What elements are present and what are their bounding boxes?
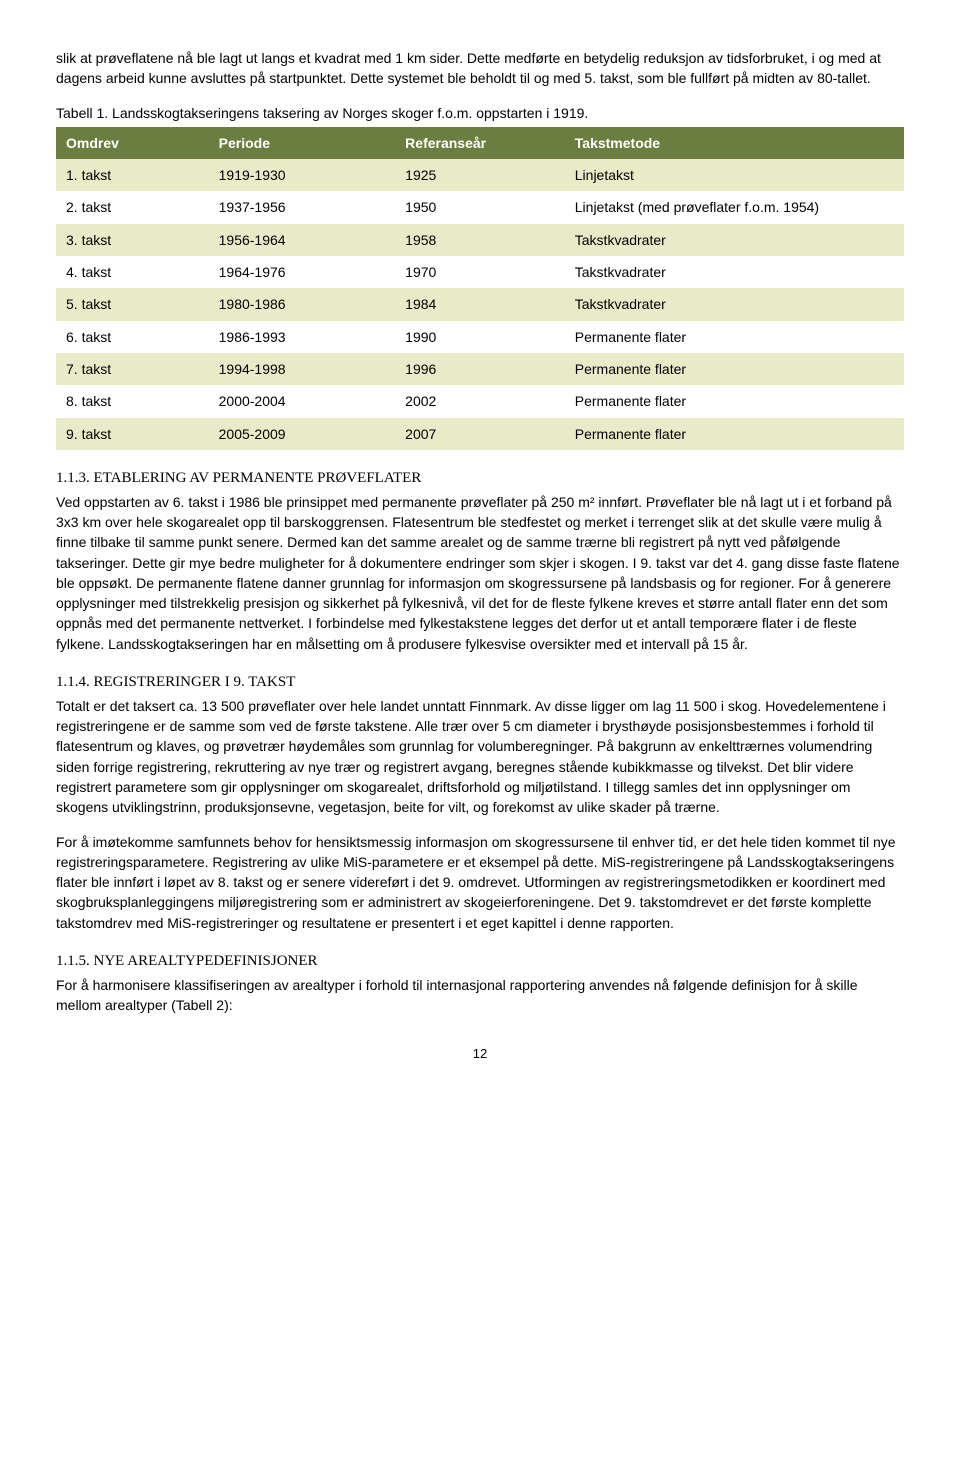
table-cell: 2. takst [56, 191, 209, 223]
table-cell: 1996 [395, 353, 565, 385]
table-header-cell: Omdrev [56, 127, 209, 159]
table-header-cell: Periode [209, 127, 396, 159]
table-cell: Permanente flater [565, 353, 904, 385]
table-cell: Permanente flater [565, 321, 904, 353]
table-cell: 2005-2009 [209, 418, 396, 450]
page-number: 12 [56, 1045, 904, 1064]
table-cell: 4. takst [56, 256, 209, 288]
table-cell: 2002 [395, 385, 565, 417]
table-row: 7. takst1994-19981996Permanente flater [56, 353, 904, 385]
table-row: 9. takst2005-20092007Permanente flater [56, 418, 904, 450]
table-cell: 2000-2004 [209, 385, 396, 417]
section-heading: 1.1.5. NYE AREALTYPEDEFINISJONER [56, 951, 904, 973]
table-cell: Permanente flater [565, 385, 904, 417]
table-row: 1. takst1919-19301925Linjetakst [56, 159, 904, 191]
table-cell: 5. takst [56, 288, 209, 320]
table-cell: Takstkvadrater [565, 256, 904, 288]
table-cell: 3. takst [56, 224, 209, 256]
table-header-cell: Referanseår [395, 127, 565, 159]
table-cell: 6. takst [56, 321, 209, 353]
section-heading: 1.1.4. REGISTRERINGER I 9. TAKST [56, 672, 904, 694]
section-body: For å imøtekomme samfunnets behov for he… [56, 832, 904, 933]
table-row: 4. takst1964-19761970Takstkvadrater [56, 256, 904, 288]
table-row: 2. takst1937-19561950Linjetakst (med prø… [56, 191, 904, 223]
table-head: OmdrevPeriodeReferanseårTakstmetode [56, 127, 904, 159]
table-cell: Linjetakst (med prøveflater f.o.m. 1954) [565, 191, 904, 223]
section-body: Totalt er det taksert ca. 13 500 prøvefl… [56, 696, 904, 818]
table-cell: 9. takst [56, 418, 209, 450]
table-cell: 1. takst [56, 159, 209, 191]
table-cell: 1980-1986 [209, 288, 396, 320]
table-cell: 1964-1976 [209, 256, 396, 288]
table-cell: 1937-1956 [209, 191, 396, 223]
table-row: 3. takst1956-19641958Takstkvadrater [56, 224, 904, 256]
table-row: 8. takst2000-20042002Permanente flater [56, 385, 904, 417]
table-cell: 1994-1998 [209, 353, 396, 385]
table-cell: 7. takst [56, 353, 209, 385]
table-cell: 1919-1930 [209, 159, 396, 191]
intro-paragraph: slik at prøveflatene nå ble lagt ut lang… [56, 48, 904, 89]
table-cell: Permanente flater [565, 418, 904, 450]
table-cell: 1970 [395, 256, 565, 288]
table-cell: Takstkvadrater [565, 288, 904, 320]
section-body: For å harmonisere klassifiseringen av ar… [56, 975, 904, 1016]
table-cell: 2007 [395, 418, 565, 450]
table-cell: 8. takst [56, 385, 209, 417]
takst-table: OmdrevPeriodeReferanseårTakstmetode 1. t… [56, 127, 904, 450]
table-cell: Takstkvadrater [565, 224, 904, 256]
table-cell: 1950 [395, 191, 565, 223]
table-cell: Linjetakst [565, 159, 904, 191]
table-header-cell: Takstmetode [565, 127, 904, 159]
table-cell: 1956-1964 [209, 224, 396, 256]
table-row: 6. takst1986-19931990Permanente flater [56, 321, 904, 353]
table-row: 5. takst1980-19861984Takstkvadrater [56, 288, 904, 320]
table-cell: 1925 [395, 159, 565, 191]
table-cell: 1990 [395, 321, 565, 353]
section-body: Ved oppstarten av 6. takst i 1986 ble pr… [56, 492, 904, 654]
section-heading: 1.1.3. ETABLERING AV PERMANENTE PRØVEFLA… [56, 468, 904, 490]
table-cell: 1958 [395, 224, 565, 256]
table-body: 1. takst1919-19301925Linjetakst2. takst1… [56, 159, 904, 450]
table-cell: 1984 [395, 288, 565, 320]
table-cell: 1986-1993 [209, 321, 396, 353]
table-caption: Tabell 1. Landsskogtakseringens takserin… [56, 103, 904, 123]
